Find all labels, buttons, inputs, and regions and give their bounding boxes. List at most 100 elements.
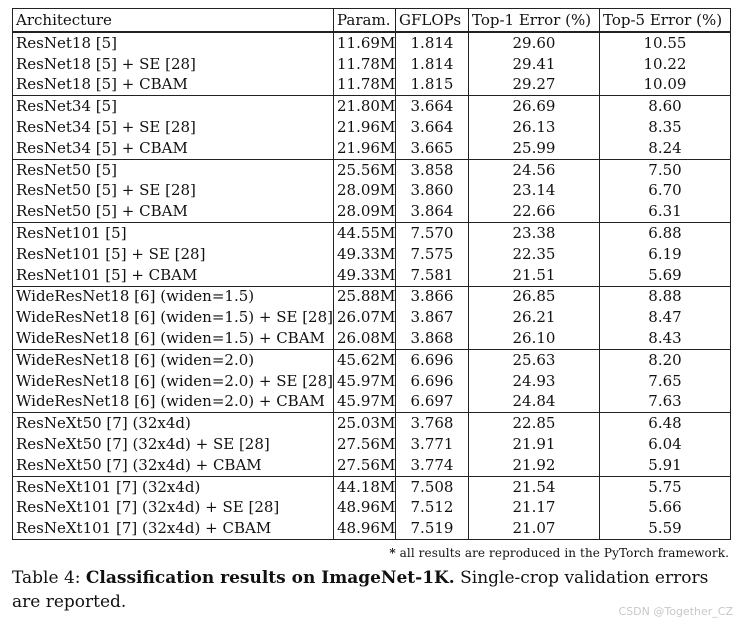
- cell-gflops: 3.771: [395, 434, 469, 455]
- cell-top1-error: 21.92: [468, 454, 600, 477]
- cell-top5-error: 8.35: [599, 117, 731, 138]
- cell-top5-error: 6.19: [599, 243, 731, 265]
- cell-top1-error: 22.35: [468, 243, 600, 265]
- cell-gflops: 7.519: [395, 518, 469, 541]
- header-row: Architecture Param. GFLOPs Top-1 Error (…: [12, 8, 731, 33]
- cell-architecture: ResNeXt50 [7] (32x4d): [12, 412, 334, 435]
- table-row: ResNet101 [5] + SE [28] 49.33M 7.575 22.35 6…: [12, 243, 731, 265]
- cell-architecture: ResNet34 [5]: [12, 95, 334, 118]
- cell-gflops: 7.575: [395, 243, 469, 265]
- cell-architecture: ResNeXt50 [7] (32x4d) + CBAM: [12, 454, 334, 477]
- cell-top5-error: 6.70: [599, 180, 731, 202]
- header-top5: Top-5 Error (%): [599, 8, 731, 33]
- cell-top1-error: 26.21: [468, 307, 600, 329]
- cell-gflops: 3.664: [395, 117, 469, 138]
- cell-params: 11.78M: [333, 53, 396, 75]
- cell-top1-error: 21.07: [468, 518, 600, 541]
- table-row: WideResNet18 [6] (widen=1.5) 25.88M 3.866 2…: [12, 285, 731, 308]
- caption-label: Table 4:: [12, 568, 81, 588]
- cell-top1-error: 25.99: [468, 137, 600, 160]
- table-row: ResNeXt101 [7] (32x4d) + SE [28] 48.96M 7.…: [12, 497, 731, 519]
- cell-gflops: 1.814: [395, 31, 469, 54]
- cell-architecture: ResNet18 [5] + CBAM: [12, 74, 334, 96]
- cell-gflops: 3.858: [395, 158, 469, 181]
- cell-architecture: WideResNet18 [6] (widen=2.0): [12, 348, 334, 371]
- cell-params: 48.96M: [333, 518, 396, 541]
- table-row: ResNet101 [5] 44.55M 7.570 23.38 6.88: [12, 222, 731, 244]
- cell-architecture: ResNet50 [5]: [12, 158, 334, 181]
- results-table: Architecture Param. GFLOPs Top-1 Error (…: [12, 8, 731, 541]
- cell-params: 27.56M: [333, 434, 396, 455]
- table-row: ResNet34 [5] 21.80M 3.664 26.69 8.60: [12, 95, 731, 118]
- cell-params: 44.55M: [333, 222, 396, 244]
- cell-top5-error: 7.63: [599, 391, 731, 413]
- cell-architecture: WideResNet18 [6] (widen=1.5) + CBAM: [12, 328, 334, 350]
- header-params: Param.: [333, 8, 396, 33]
- cell-top1-error: 26.85: [468, 285, 600, 308]
- table-row-group: ResNet34 [5] 21.80M 3.664 26.69 8.60 ResNet34…: [12, 95, 731, 160]
- cell-params: 44.18M: [333, 475, 396, 498]
- cell-top1-error: 26.10: [468, 328, 600, 350]
- table-row: ResNet18 [5] + CBAM 11.78M 1.815 29.27 10.09: [12, 74, 731, 96]
- cell-top5-error: 6.31: [599, 201, 731, 223]
- table-row-group: ResNeXt50 [7] (32x4d) 25.03M 3.768 22.85 6.4…: [12, 412, 731, 477]
- cell-params: 11.69M: [333, 31, 396, 54]
- cell-top5-error: 8.60: [599, 95, 731, 118]
- cell-gflops: 7.570: [395, 222, 469, 244]
- cell-top5-error: 8.20: [599, 348, 731, 371]
- cell-top5-error: 10.22: [599, 53, 731, 75]
- cell-params: 21.96M: [333, 137, 396, 160]
- cell-gflops: 7.581: [395, 264, 469, 287]
- cell-top1-error: 23.14: [468, 180, 600, 202]
- cell-architecture: ResNet34 [5] + CBAM: [12, 137, 334, 160]
- cell-top5-error: 6.88: [599, 222, 731, 244]
- footnote-text: all results are reproduced in the PyTorc…: [399, 546, 729, 560]
- cell-top1-error: 24.56: [468, 158, 600, 181]
- cell-top5-error: 6.48: [599, 412, 731, 435]
- footnote-star: *: [389, 546, 396, 560]
- cell-params: 28.09M: [333, 201, 396, 223]
- table-row: WideResNet18 [6] (widen=2.0) + CBAM 45.97…: [12, 391, 731, 413]
- cell-top1-error: 29.60: [468, 31, 600, 54]
- table-row-group: ResNet18 [5] 11.69M 1.814 29.60 10.55 ResNet1…: [12, 31, 731, 96]
- cell-top5-error: 5.69: [599, 264, 731, 287]
- cell-architecture: WideResNet18 [6] (widen=2.0) + CBAM: [12, 391, 334, 413]
- cell-top5-error: 8.24: [599, 137, 731, 160]
- table-row: ResNet34 [5] + CBAM 21.96M 3.665 25.99 8.24: [12, 137, 731, 160]
- table-caption: Table 4: Classification results on Image…: [12, 566, 732, 614]
- table-row-group: ResNet101 [5] 44.55M 7.570 23.38 6.88 ResNet1…: [12, 222, 731, 287]
- cell-architecture: WideResNet18 [6] (widen=1.5) + SE [28]: [12, 307, 334, 329]
- table-row: ResNet18 [5] 11.69M 1.814 29.60 10.55: [12, 31, 731, 54]
- cell-top1-error: 24.84: [468, 391, 600, 413]
- cell-params: 25.56M: [333, 158, 396, 181]
- table-row: ResNeXt101 [7] (32x4d) 44.18M 7.508 21.54 5.…: [12, 475, 731, 498]
- cell-params: 25.03M: [333, 412, 396, 435]
- cell-gflops: 3.860: [395, 180, 469, 202]
- table-row: ResNet101 [5] + CBAM 49.33M 7.581 21.51 5.69: [12, 264, 731, 287]
- cell-architecture: ResNeXt101 [7] (32x4d) + SE [28]: [12, 497, 334, 519]
- cell-top1-error: 21.91: [468, 434, 600, 455]
- cell-architecture: ResNet101 [5] + CBAM: [12, 264, 334, 287]
- cell-gflops: 3.867: [395, 307, 469, 329]
- cell-top5-error: 8.43: [599, 328, 731, 350]
- cell-architecture: WideResNet18 [6] (widen=1.5): [12, 285, 334, 308]
- cell-top1-error: 29.41: [468, 53, 600, 75]
- cell-top1-error: 21.54: [468, 475, 600, 498]
- watermark: CSDN @Together_CZ: [618, 605, 733, 618]
- cell-top1-error: 25.63: [468, 348, 600, 371]
- cell-architecture: ResNet50 [5] + SE [28]: [12, 180, 334, 202]
- cell-top1-error: 22.85: [468, 412, 600, 435]
- cell-gflops: 3.768: [395, 412, 469, 435]
- cell-architecture: ResNet18 [5] + SE [28]: [12, 53, 334, 75]
- table-row: WideResNet18 [6] (widen=1.5) + SE [28] 26…: [12, 307, 731, 329]
- cell-top1-error: 29.27: [468, 74, 600, 96]
- cell-top5-error: 7.50: [599, 158, 731, 181]
- table-row: ResNet50 [5] + SE [28] 28.09M 3.860 23.14 6.…: [12, 180, 731, 202]
- cell-params: 21.80M: [333, 95, 396, 118]
- cell-top5-error: 5.75: [599, 475, 731, 498]
- table-row: ResNet50 [5] + CBAM 28.09M 3.864 22.66 6.31: [12, 201, 731, 223]
- cell-architecture: ResNeXt101 [7] (32x4d) + CBAM: [12, 518, 334, 541]
- cell-top5-error: 7.65: [599, 370, 731, 392]
- cell-top1-error: 26.69: [468, 95, 600, 118]
